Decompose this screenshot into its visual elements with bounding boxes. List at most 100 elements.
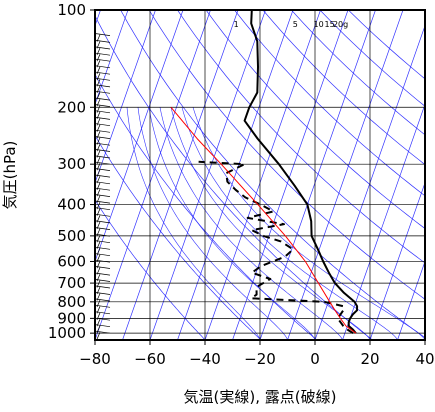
wind-barb-staff bbox=[95, 97, 111, 101]
wind-barb-staff bbox=[95, 123, 111, 127]
wind-barb-staff bbox=[95, 90, 111, 94]
wind-barb-staff bbox=[95, 142, 111, 146]
wind-barb-staff bbox=[95, 84, 111, 88]
moist-adiabat-line bbox=[159, 107, 343, 340]
wind-barb-flag bbox=[96, 195, 101, 203]
wind-barb-flag bbox=[96, 163, 101, 171]
wind-barb-staff bbox=[95, 110, 111, 114]
wind-barb-flag bbox=[96, 54, 101, 62]
dry-adiabat-line bbox=[205, 10, 425, 229]
wind-barb-flag bbox=[96, 47, 101, 56]
wind-barb-flag bbox=[96, 111, 101, 119]
wind-barb-flag bbox=[96, 131, 101, 139]
wind-barb-flag bbox=[96, 189, 101, 197]
mixing-ratio-label: 20g bbox=[333, 20, 348, 29]
moist-adiabat-line bbox=[192, 107, 425, 340]
wind-barb-staff bbox=[95, 174, 111, 178]
wind-barb-flag bbox=[96, 293, 101, 301]
wind-barb-staff bbox=[95, 161, 111, 165]
wind-barb-staff bbox=[95, 155, 111, 159]
wind-barb-staff bbox=[95, 311, 111, 315]
wind-barb-flag bbox=[96, 156, 101, 165]
y-tick-label: 1000 bbox=[48, 324, 86, 342]
wind-barb-staff bbox=[95, 58, 111, 62]
wind-barb-staff bbox=[95, 40, 111, 43]
wind-barb-staff bbox=[95, 194, 111, 197]
wind-barb-flag bbox=[96, 221, 101, 230]
wind-barb-staff bbox=[95, 129, 111, 133]
y-tick-label: 500 bbox=[57, 227, 86, 245]
wind-barb-flag bbox=[96, 79, 101, 87]
isotherm-line bbox=[287, 10, 404, 340]
wind-barb-staff bbox=[95, 104, 111, 107]
y-tick-label: 800 bbox=[57, 293, 86, 311]
wind-barb-staff bbox=[95, 117, 111, 120]
wind-barb-staff bbox=[95, 266, 111, 269]
wind-barb-staff bbox=[95, 213, 111, 217]
wind-barb-staff bbox=[95, 149, 111, 152]
isotherm-line bbox=[95, 10, 184, 263]
wind-barb-staff bbox=[95, 46, 111, 50]
isotherm-line bbox=[204, 10, 321, 340]
wind-barb-flag bbox=[96, 273, 101, 282]
moist-adiabat-line bbox=[170, 107, 371, 340]
wind-barb-staff bbox=[95, 33, 111, 36]
x-tick-label: −60 bbox=[134, 350, 166, 368]
isotherm-line bbox=[342, 103, 425, 340]
wind-barb-staff bbox=[95, 136, 111, 139]
y-axis-label: 気圧(hPa) bbox=[1, 141, 19, 210]
wind-barb-staff bbox=[95, 200, 111, 204]
wind-barb-flag bbox=[96, 105, 101, 113]
x-tick-label: 40 bbox=[415, 350, 434, 368]
x-tick-label: 20 bbox=[360, 350, 379, 368]
wind-barb-staff bbox=[95, 304, 111, 308]
dry-adiabat-line bbox=[262, 10, 425, 166]
wind-barb-flag bbox=[96, 175, 101, 184]
wind-barb-flag bbox=[96, 124, 101, 132]
moist-adiabat-line bbox=[148, 107, 316, 340]
wind-barb-flag bbox=[96, 41, 101, 49]
isotherm-line bbox=[95, 10, 211, 340]
x-tick-label: 0 bbox=[310, 350, 320, 368]
wind-barb-staff bbox=[95, 298, 111, 302]
wind-barb-flag bbox=[96, 241, 101, 249]
y-tick-label: 100 bbox=[57, 1, 86, 19]
wind-barb-staff bbox=[95, 292, 111, 295]
wind-barb-flag bbox=[96, 98, 101, 107]
mixing-ratio-label: 10 bbox=[314, 20, 324, 29]
isotherm-line bbox=[397, 260, 425, 340]
isotherm-line bbox=[259, 10, 376, 340]
wind-barb-staff bbox=[95, 272, 111, 276]
wind-barb-staff bbox=[95, 259, 111, 263]
wind-barb-flag bbox=[96, 169, 101, 177]
wind-barb-flag bbox=[96, 85, 101, 94]
wind-barb-staff bbox=[95, 52, 111, 56]
y-tick-label: 700 bbox=[57, 274, 86, 292]
pressure-temperature-grid bbox=[95, 10, 425, 340]
isotherm-line bbox=[122, 10, 239, 340]
wind-barb-staff bbox=[95, 246, 111, 250]
x-tick-label: −40 bbox=[189, 350, 221, 368]
wind-barb-staff bbox=[95, 227, 111, 230]
y-tick-label: 900 bbox=[57, 309, 86, 327]
wind-barb-staff bbox=[95, 253, 111, 257]
wind-barb-staff bbox=[95, 65, 111, 69]
y-tick-label: 200 bbox=[57, 98, 86, 116]
isotherm-line bbox=[369, 181, 425, 340]
isotherm-line bbox=[149, 10, 266, 340]
wind-barb-staff bbox=[95, 233, 111, 237]
x-axis-label: 気温(実線), 露点(破線) bbox=[184, 388, 337, 406]
wind-barb-staff bbox=[95, 181, 111, 185]
moist-adiabat-line bbox=[181, 107, 398, 340]
wind-barb-staff bbox=[95, 168, 111, 171]
wind-barb-flag bbox=[96, 325, 101, 333]
wind-barb-flag bbox=[96, 267, 101, 275]
y-tick-label: 600 bbox=[57, 252, 86, 270]
isotherm-line bbox=[314, 24, 425, 340]
dry-adiabat-line bbox=[95, 199, 206, 340]
mixing-ratio-label: 1 bbox=[234, 20, 239, 29]
isotherm-line bbox=[424, 338, 425, 340]
isotherm-adiabat-lines bbox=[95, 10, 425, 340]
dewpoint-line bbox=[198, 160, 354, 335]
